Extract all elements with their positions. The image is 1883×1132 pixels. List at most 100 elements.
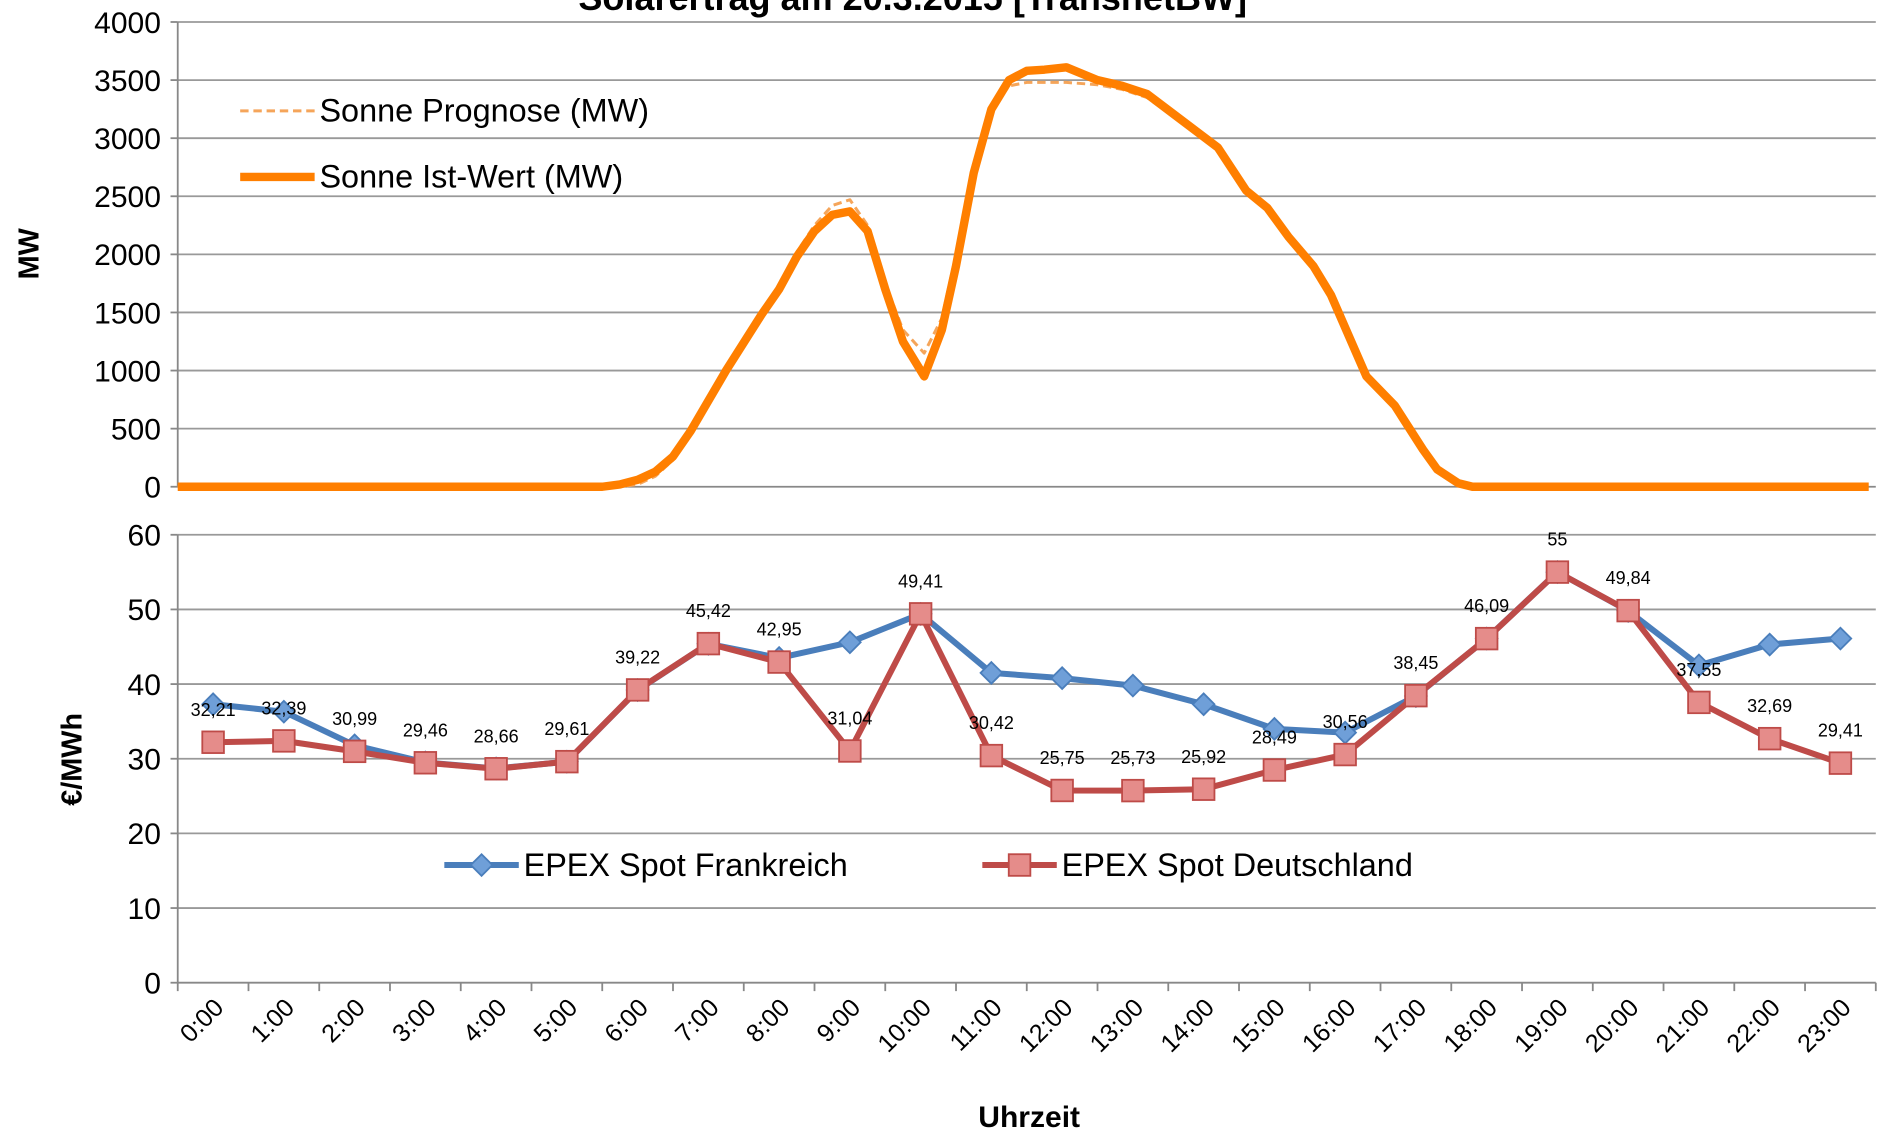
data-label: 46,09 <box>1464 596 1509 616</box>
data-label: 32,21 <box>191 700 236 720</box>
marker <box>838 739 862 763</box>
y-tick-label: 3500 <box>94 65 161 98</box>
marker <box>201 730 225 754</box>
data-label: 38,45 <box>1393 653 1438 673</box>
series-line <box>177 80 1869 489</box>
y-tick-label: 1000 <box>94 355 161 388</box>
x-tick-label: 15:00 <box>1226 994 1290 1058</box>
x-tick-label: 14:00 <box>1155 994 1219 1058</box>
marker <box>1262 758 1287 782</box>
y-tick-label: 500 <box>111 413 161 446</box>
legend-label: EPEX Spot Deutschland <box>1062 847 1413 883</box>
marker <box>1757 632 1782 657</box>
marker <box>908 602 933 626</box>
data-label: 32,69 <box>1747 696 1792 716</box>
y-tick-label: 0 <box>144 472 161 505</box>
x-tick-label: 22:00 <box>1722 994 1786 1058</box>
marker <box>413 751 438 775</box>
data-label: 42,95 <box>757 620 802 640</box>
marker <box>1404 683 1428 708</box>
data-label: 55 <box>1547 530 1567 550</box>
data-label: 30,99 <box>332 709 377 729</box>
x-tick-label: 7:00 <box>670 994 724 1048</box>
x-tick-label: 23:00 <box>1792 994 1856 1058</box>
x-tick-label: 2:00 <box>316 994 370 1048</box>
marker <box>625 678 650 702</box>
data-label: 28,66 <box>474 726 519 746</box>
x-tick-label: 3:00 <box>387 994 441 1048</box>
data-label: 32,39 <box>261 698 306 718</box>
x-tick-label: 9:00 <box>812 994 866 1048</box>
marker <box>1262 716 1287 741</box>
marker <box>1191 692 1216 717</box>
marker <box>555 749 579 774</box>
data-label: 49,84 <box>1606 568 1651 588</box>
x-tick-label: 6:00 <box>599 994 653 1048</box>
marker <box>1121 778 1145 803</box>
x-tick-label: 21:00 <box>1651 994 1715 1058</box>
data-label: 25,73 <box>1110 748 1155 768</box>
y-tick-label: 60 <box>128 520 161 553</box>
data-label: 49,41 <box>898 571 943 591</box>
legend-label: Sonne Prognose (MW) <box>319 93 649 129</box>
marker <box>484 757 508 781</box>
x-axis-label: Uhrzeit <box>978 1101 1080 1132</box>
x-tick-label: 16:00 <box>1297 994 1361 1058</box>
x-tick-label: 17:00 <box>1368 994 1432 1058</box>
marker <box>1007 853 1032 877</box>
marker <box>272 729 296 753</box>
data-label: 37,55 <box>1676 660 1721 680</box>
y-tick-label: 2500 <box>94 181 161 214</box>
marker <box>201 692 226 717</box>
x-tick-label: 8:00 <box>741 994 795 1048</box>
chart-title: Solarertrag am 20.3.2015 [TransnetBW] <box>578 0 1247 18</box>
marker <box>979 660 1004 685</box>
marker <box>1120 673 1145 698</box>
x-tick-label: 1:00 <box>246 994 300 1048</box>
y-axis-label: €/MWh <box>57 713 89 806</box>
x-tick-label: 20:00 <box>1580 994 1644 1058</box>
data-label: 30,42 <box>969 713 1014 733</box>
y-tick-label: 50 <box>128 594 161 627</box>
marker <box>1757 726 1782 751</box>
marker <box>696 631 721 656</box>
marker <box>1616 598 1640 623</box>
data-label: 39,22 <box>615 647 660 667</box>
series-line <box>213 569 1842 794</box>
marker <box>1545 560 1570 584</box>
marker <box>837 630 862 655</box>
marker <box>1474 626 1499 651</box>
marker <box>1828 751 1853 775</box>
marker <box>1686 653 1711 678</box>
x-tick-label: 4:00 <box>458 994 512 1048</box>
x-tick-label: 18:00 <box>1439 994 1503 1058</box>
legend-label: EPEX Spot Frankreich <box>524 847 848 883</box>
data-label: 45,42 <box>686 601 731 621</box>
series-line <box>177 63 1869 491</box>
marker <box>1828 626 1853 651</box>
legend-label: Sonne Ist-Wert (MW) <box>319 159 623 195</box>
marker <box>1333 742 1357 767</box>
y-tick-label: 2000 <box>94 239 161 272</box>
x-tick-label: 5:00 <box>529 994 583 1048</box>
data-label: 29,46 <box>403 720 448 740</box>
marker <box>1687 690 1711 715</box>
marker <box>469 852 494 878</box>
marker <box>342 739 367 764</box>
marker <box>979 743 1004 768</box>
data-label: 29,61 <box>544 719 589 739</box>
x-tick-label: 12:00 <box>1014 994 1078 1058</box>
y-tick-label: 3000 <box>94 123 161 156</box>
x-tick-label: 13:00 <box>1085 994 1149 1058</box>
y-tick-label: 0 <box>144 968 161 1001</box>
x-tick-label: 11:00 <box>945 994 1008 1057</box>
y-axis-label: MW <box>13 227 45 279</box>
data-label: 28,49 <box>1252 728 1297 748</box>
x-tick-label: 10:00 <box>872 994 936 1058</box>
marker <box>767 650 791 674</box>
data-label: 31,04 <box>827 709 872 729</box>
x-tick-label: 19:00 <box>1509 994 1573 1058</box>
marker <box>1191 777 1216 801</box>
y-tick-label: 40 <box>128 669 161 702</box>
